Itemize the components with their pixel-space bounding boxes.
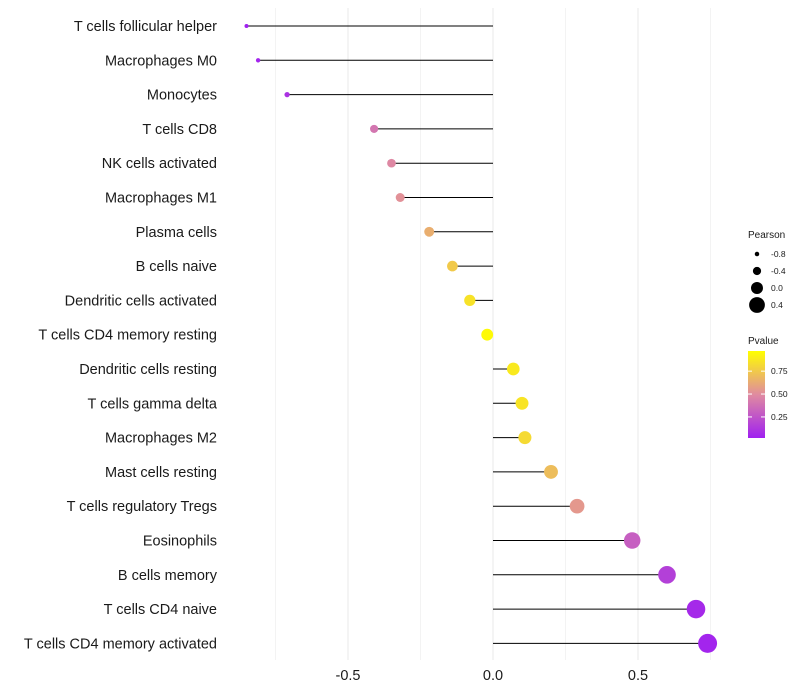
color-legend-title: Pvalue (748, 336, 779, 347)
y-tick-label: Macrophages M2 (105, 431, 217, 447)
point (370, 124, 379, 133)
y-tick-label: T cells CD4 memory activated (24, 636, 217, 652)
point (284, 91, 290, 98)
y-tick-label: Eosinophils (143, 534, 217, 550)
y-tick-label: B cells memory (118, 568, 218, 584)
legend: Pearson -0.8-0.40.00.4 Pvalue 0.750.500.… (748, 230, 788, 438)
stems (246, 25, 708, 644)
point (244, 24, 249, 28)
y-tick-label: Macrophages M1 (105, 191, 217, 207)
point (447, 260, 458, 272)
color-legend-label: 0.75 (771, 366, 788, 376)
x-tick-label: 0.0 (483, 668, 503, 684)
color-legend-label: 0.25 (771, 412, 788, 422)
size-legend-label: 0.0 (771, 283, 783, 293)
size-legend-dot (752, 266, 762, 276)
color-legend-label: 0.50 (771, 389, 788, 399)
y-tick-label: T cells regulatory Tregs (67, 499, 217, 515)
color-legend-bar (748, 351, 765, 438)
y-tick-label: Monocytes (147, 88, 217, 104)
size-legend-title: Pearson (748, 230, 785, 241)
point (686, 599, 706, 619)
size-legend-dot (754, 251, 760, 257)
color-legend-items: 0.75 0.50 0.25 (748, 366, 788, 422)
size-legend-dot (751, 282, 763, 294)
y-tick-label: T cells CD4 naive (104, 602, 217, 618)
point (515, 396, 529, 410)
y-tick-label: Mast cells resting (105, 465, 217, 481)
point (387, 158, 396, 168)
point (544, 464, 558, 479)
y-tick-label: T cells CD8 (142, 122, 217, 138)
size-legend-items: -0.8 -0.4 0.0 0.4 (749, 249, 786, 313)
size-legend-label: 0.4 (771, 300, 783, 310)
x-axis-ticks: -0.5 0.0 0.5 (336, 668, 649, 684)
size-legend-dot (749, 297, 765, 313)
y-tick-label: Macrophages M0 (105, 53, 217, 69)
y-tick-label: B cells naive (136, 259, 217, 275)
y-tick-label: T cells gamma delta (88, 396, 218, 412)
y-axis-labels: T cells follicular helper Macrophages M0 M… (24, 19, 218, 652)
point (506, 362, 520, 376)
point (518, 431, 532, 445)
point (623, 532, 641, 549)
point (481, 328, 494, 341)
y-tick-label: Dendritic cells resting (79, 362, 217, 378)
point (658, 565, 676, 584)
point (255, 58, 261, 63)
point (395, 193, 405, 202)
point (464, 294, 476, 307)
y-tick-label: Plasma cells (136, 225, 217, 241)
y-tick-label: T cells follicular helper (74, 19, 217, 35)
size-legend-label: -0.8 (771, 249, 786, 259)
y-tick-label: Dendritic cells activated (65, 293, 217, 309)
point (698, 633, 718, 653)
y-tick-label: T cells CD4 memory resting (38, 328, 217, 344)
y-tick-label: NK cells activated (102, 156, 217, 172)
size-legend-label: -0.4 (771, 266, 786, 276)
points (244, 24, 718, 653)
x-tick-label: -0.5 (336, 668, 361, 684)
point (424, 226, 435, 237)
point (569, 498, 585, 514)
x-tick-label: 0.5 (628, 668, 648, 684)
